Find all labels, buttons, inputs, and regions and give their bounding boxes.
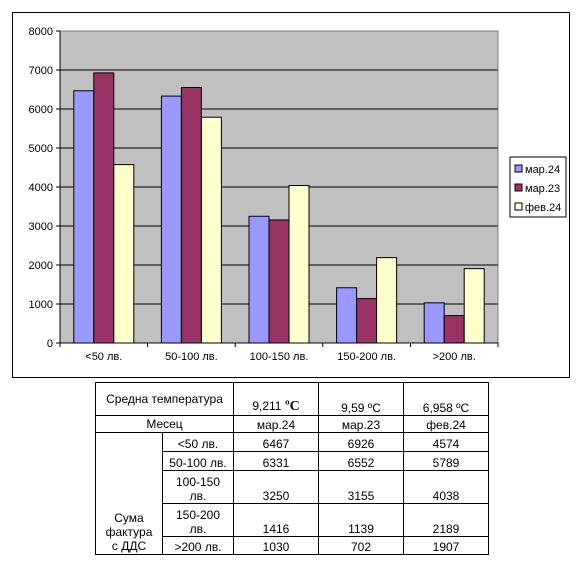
y-tick-label: 7000 bbox=[29, 65, 53, 77]
x-tick-label: >200 лв. bbox=[433, 351, 476, 363]
month-header: фев.24 bbox=[403, 415, 489, 433]
y-tick-label: 5000 bbox=[29, 143, 53, 155]
month-header: мар.23 bbox=[318, 415, 404, 433]
table-cell: 4038 bbox=[403, 470, 489, 504]
data-table: Средна температура 9,211 ºC 9,59 ºC 6,95… bbox=[95, 382, 489, 555]
bar bbox=[268, 219, 290, 344]
legend-swatch bbox=[514, 202, 523, 211]
bar bbox=[160, 95, 182, 344]
table-row: 100-150 лв. 3250 3155 4038 bbox=[96, 470, 489, 504]
bar bbox=[93, 72, 115, 344]
table-row: Сума фактура с ДДС <50 лв. 6467 6926 457… bbox=[95, 432, 489, 555]
x-tick-label: 50-100 лв. bbox=[165, 351, 218, 363]
table-cell: 6926 bbox=[318, 432, 404, 452]
y-tick-label: 8000 bbox=[29, 26, 53, 38]
table-cell: 5789 bbox=[403, 451, 489, 471]
table-row: 150-200 лв. 1416 1139 2189 bbox=[96, 503, 489, 537]
temperature-label: Средна температура bbox=[95, 382, 234, 416]
row-label: 100-150 лв. bbox=[162, 470, 234, 504]
table-cell: 2189 bbox=[403, 503, 489, 537]
row-label: <50 лв. bbox=[162, 432, 234, 452]
y-tick-label: 0 bbox=[47, 338, 53, 350]
table-cell: 1907 bbox=[403, 536, 489, 555]
x-tick-label: 100-150 лв. bbox=[250, 351, 309, 363]
temperature-value: 9,211 ºC bbox=[233, 382, 319, 416]
legend-label: мар.24 bbox=[525, 164, 560, 176]
month-label: Месец bbox=[95, 415, 234, 433]
chart-frame: 0 1000 2000 3000 4000 5000 6000 7000 8000 <50 лв.… bbox=[12, 12, 570, 378]
y-tick-label: 2000 bbox=[29, 260, 53, 272]
legend-label: мар.23 bbox=[525, 183, 560, 195]
temperature-value: 6,958 ºC bbox=[403, 382, 489, 416]
table-cell: 3250 bbox=[233, 470, 319, 504]
row-label: >200 лв. bbox=[162, 536, 234, 555]
bar bbox=[423, 302, 445, 344]
bar bbox=[288, 185, 310, 344]
bar-chart: 0 1000 2000 3000 4000 5000 6000 7000 8000 <50 лв.… bbox=[29, 26, 567, 363]
table-row: >200 лв. 1030 702 1907 bbox=[96, 536, 489, 555]
legend-swatch bbox=[514, 164, 523, 173]
table-cell: 3155 bbox=[318, 470, 404, 504]
table-cell: 1139 bbox=[318, 503, 404, 537]
bar bbox=[443, 315, 465, 344]
table-cell: 4574 bbox=[403, 432, 489, 452]
month-row: Месец мар.24 мар.23 фев.24 bbox=[95, 415, 489, 433]
y-tick-label: 1000 bbox=[29, 299, 53, 311]
table-cell: 6552 bbox=[318, 451, 404, 471]
temperature-value: 9,59 ºC bbox=[318, 382, 404, 416]
table-cell: 6467 bbox=[233, 432, 319, 452]
table-row: 50-100 лв. 6331 6552 5789 bbox=[96, 451, 489, 471]
bar bbox=[180, 86, 202, 344]
y-tick-label: 3000 bbox=[29, 221, 53, 233]
x-tick-label: 150-200 лв. bbox=[337, 351, 396, 363]
legend-swatch bbox=[514, 183, 523, 192]
x-tick-label: <50 лв. bbox=[85, 351, 122, 363]
table-cell: 1416 bbox=[233, 503, 319, 537]
row-label: 50-100 лв. bbox=[162, 451, 234, 471]
legend-label: фев.24 bbox=[525, 202, 561, 214]
table-cell: 702 bbox=[318, 536, 404, 555]
bar bbox=[200, 116, 222, 344]
bar bbox=[73, 90, 95, 344]
y-tick-label: 4000 bbox=[29, 182, 53, 194]
y-tick-label: 6000 bbox=[29, 104, 53, 116]
bar bbox=[463, 268, 485, 344]
bar bbox=[113, 164, 135, 344]
row-label: 150-200 лв. bbox=[162, 503, 234, 537]
bar bbox=[248, 215, 270, 344]
bar bbox=[356, 298, 378, 344]
sum-label: Сума фактура с ДДС bbox=[95, 432, 163, 555]
temperature-row: Средна температура 9,211 ºC 9,59 ºC 6,95… bbox=[95, 382, 489, 416]
table-cell: 1030 bbox=[233, 536, 319, 555]
table-cell: 6331 bbox=[233, 451, 319, 471]
bar bbox=[336, 287, 358, 344]
bar bbox=[376, 257, 398, 344]
month-header: мар.24 bbox=[233, 415, 319, 433]
